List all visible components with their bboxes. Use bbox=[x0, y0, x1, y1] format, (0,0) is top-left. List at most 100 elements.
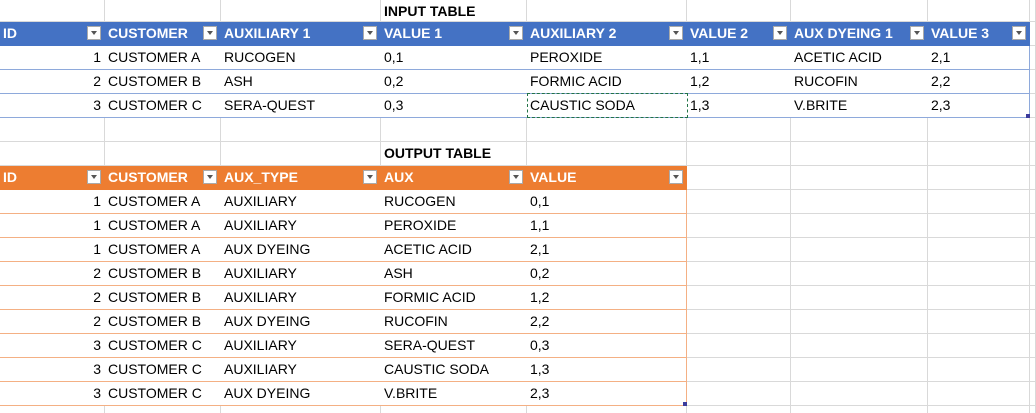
filter-button[interactable] bbox=[669, 26, 683, 40]
grid-cell bbox=[791, 118, 928, 142]
grid-cell bbox=[687, 286, 791, 310]
cell: SERA-QUEST bbox=[381, 334, 527, 357]
grid-cell bbox=[527, 0, 687, 22]
filter-button[interactable] bbox=[509, 26, 523, 40]
header-cell: VALUE bbox=[527, 166, 687, 190]
filter-button[interactable] bbox=[203, 170, 217, 184]
grid-cell bbox=[791, 190, 928, 214]
grid-cell bbox=[1030, 358, 1036, 382]
grid-cell bbox=[687, 358, 791, 382]
cell: 1,2 bbox=[527, 286, 687, 309]
grid-cell bbox=[928, 118, 1030, 142]
grid-cell bbox=[791, 358, 928, 382]
grid-cell bbox=[687, 310, 791, 334]
header-cell: CUSTOMER bbox=[105, 166, 221, 190]
cell: CUSTOMER A bbox=[105, 190, 221, 213]
filter-button[interactable] bbox=[773, 26, 787, 40]
cell: 2,3 bbox=[527, 382, 687, 405]
cell: ASH bbox=[381, 262, 527, 285]
cell: 2,2 bbox=[527, 310, 687, 333]
cell: 2 bbox=[0, 286, 105, 309]
cell: AUX DYEING bbox=[221, 238, 381, 261]
cell: RUCOGEN bbox=[221, 46, 381, 69]
cell: CUSTOMER C bbox=[105, 94, 221, 117]
cell: FORMIC ACID bbox=[527, 70, 687, 93]
header-cell: VALUE 3 bbox=[928, 22, 1030, 46]
cell: CAUSTIC SODA bbox=[527, 94, 687, 117]
grid-cell bbox=[791, 214, 928, 238]
grid-cell bbox=[687, 382, 791, 406]
cell: CUSTOMER A bbox=[105, 238, 221, 261]
filter-button[interactable] bbox=[363, 170, 377, 184]
grid-cell bbox=[221, 118, 381, 142]
cell: V.BRITE bbox=[381, 382, 527, 405]
row-border bbox=[0, 69, 1030, 70]
grid-cell bbox=[687, 142, 791, 166]
grid-cell bbox=[381, 142, 527, 166]
cell: 1,3 bbox=[687, 94, 791, 117]
grid-cell bbox=[928, 358, 1030, 382]
cell: CUSTOMER A bbox=[105, 214, 221, 237]
grid-cell bbox=[1030, 382, 1036, 406]
grid-cell bbox=[791, 166, 928, 190]
cell: ASH bbox=[221, 70, 381, 93]
grid-cell bbox=[1030, 70, 1036, 94]
header-cell: AUX bbox=[381, 166, 527, 190]
cell: PEROXIDE bbox=[381, 214, 527, 237]
grid-cell bbox=[687, 406, 791, 413]
grid-cell bbox=[791, 334, 928, 358]
grid-cell bbox=[527, 142, 687, 166]
grid-cell bbox=[928, 310, 1030, 334]
grid-cell bbox=[791, 142, 928, 166]
row-border bbox=[0, 309, 687, 310]
grid-cell bbox=[791, 310, 928, 334]
filter-button[interactable] bbox=[1012, 26, 1026, 40]
row-border bbox=[0, 213, 687, 214]
grid-cell bbox=[928, 406, 1030, 413]
cell: ACETIC ACID bbox=[791, 46, 928, 69]
cell: 2,3 bbox=[928, 94, 1030, 117]
filter-button[interactable] bbox=[87, 170, 101, 184]
cell: 1,2 bbox=[687, 70, 791, 93]
header-cell: AUX DYEING 1 bbox=[791, 22, 928, 46]
cell: 1,1 bbox=[527, 214, 687, 237]
grid-cell bbox=[928, 142, 1030, 166]
grid-cell bbox=[1030, 46, 1036, 70]
grid-cell bbox=[1030, 22, 1036, 46]
grid-cell bbox=[687, 0, 791, 22]
header-cell: ID bbox=[0, 166, 105, 190]
filter-button[interactable] bbox=[87, 26, 101, 40]
cell: FORMIC ACID bbox=[381, 286, 527, 309]
cell: CUSTOMER B bbox=[105, 310, 221, 333]
resize-handle bbox=[683, 402, 687, 406]
cell: AUXILIARY bbox=[221, 262, 381, 285]
cell: 1 bbox=[0, 238, 105, 261]
cell: CUSTOMER B bbox=[105, 286, 221, 309]
cell: CAUSTIC SODA bbox=[381, 358, 527, 381]
filter-button[interactable] bbox=[203, 26, 217, 40]
cell: 0,1 bbox=[527, 190, 687, 213]
filter-button[interactable] bbox=[910, 26, 924, 40]
grid-cell bbox=[1030, 214, 1036, 238]
cell: RUCOFIN bbox=[791, 70, 928, 93]
header-cell: ID bbox=[0, 22, 105, 46]
cell: CUSTOMER C bbox=[105, 358, 221, 381]
table-title: INPUT TABLE bbox=[384, 3, 476, 19]
grid-cell bbox=[381, 406, 527, 413]
filter-button[interactable] bbox=[509, 170, 523, 184]
copy-selection bbox=[527, 93, 688, 118]
cell: AUXILIARY bbox=[221, 286, 381, 309]
grid-cell bbox=[928, 190, 1030, 214]
header-cell: AUX_TYPE bbox=[221, 166, 381, 190]
cell: PEROXIDE bbox=[527, 46, 687, 69]
grid-cell bbox=[1030, 142, 1036, 166]
header-cell: VALUE 2 bbox=[687, 22, 791, 46]
filter-button[interactable] bbox=[363, 26, 377, 40]
cell: 1 bbox=[0, 214, 105, 237]
filter-button[interactable] bbox=[669, 170, 683, 184]
row-border bbox=[0, 237, 687, 238]
grid-cell bbox=[1030, 94, 1036, 118]
cell: 2,1 bbox=[527, 238, 687, 261]
grid-cell bbox=[928, 214, 1030, 238]
